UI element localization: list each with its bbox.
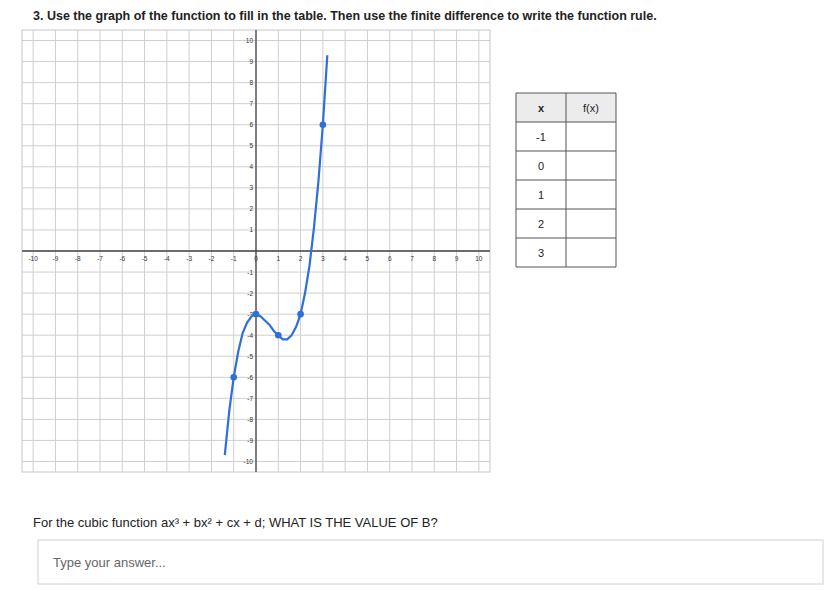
- x-tick-label: -1: [231, 255, 237, 262]
- x-tick-label: -4: [164, 255, 170, 262]
- point: [253, 311, 260, 318]
- x-tick-label: 7: [410, 255, 414, 262]
- x-tick-label: -8: [75, 255, 81, 262]
- y-tick-label: -4: [247, 332, 253, 339]
- table: x f(x) -1 0 1 2 3: [516, 93, 616, 267]
- table-cell: 3: [538, 247, 544, 259]
- worksheet: 3. Use the graph of the function to fill…: [0, 0, 825, 590]
- plot-frame: [22, 30, 490, 472]
- y-tick-label: -9: [247, 437, 253, 444]
- y-tick-label: -2: [247, 290, 253, 297]
- x-tick-label: 6: [388, 255, 392, 262]
- point: [320, 121, 327, 128]
- table-header: f(x): [583, 102, 599, 114]
- x-tick-label: -6: [119, 255, 125, 262]
- x-tick-label: -3: [186, 255, 192, 262]
- y-tick-label: 8: [249, 79, 253, 86]
- table-cell: -1: [536, 131, 546, 143]
- heading: 3. Use the graph of the function to fill…: [33, 9, 657, 23]
- x-tick-label: 2: [299, 255, 303, 262]
- y-axis: [255, 30, 256, 472]
- graph: -10-9-8-7-6-5-4-3-2-1012345678910-10-9-8…: [22, 30, 490, 472]
- x-tick-label: 3: [321, 255, 325, 262]
- x-tick-label: 8: [432, 255, 436, 262]
- y-tick-label: -6: [247, 374, 253, 381]
- y-tick-label: 9: [249, 58, 253, 65]
- x-tick-label: -5: [142, 255, 148, 262]
- table-rule: [616, 93, 617, 267]
- table-rule: [516, 93, 517, 267]
- x-tick-label: 0: [254, 255, 258, 262]
- y-tick-label: 2: [249, 205, 253, 212]
- table-cell: 2: [538, 218, 544, 230]
- y-tick-label: -1: [247, 269, 253, 276]
- table-cell: 1: [538, 189, 544, 201]
- x-tick-label: -2: [209, 255, 215, 262]
- table-rule: [566, 93, 567, 267]
- y-tick-label: -10: [244, 458, 254, 465]
- table-header: x: [538, 102, 545, 114]
- y-tick-label: 10: [246, 37, 254, 44]
- x-tick-label: 5: [366, 255, 370, 262]
- x-tick-label: -7: [97, 255, 103, 262]
- y-tick-label: 7: [249, 100, 253, 107]
- point: [275, 332, 282, 339]
- y-tick-label: -8: [247, 416, 253, 423]
- x-tick-label: 10: [475, 255, 483, 262]
- table-cell: 0: [538, 160, 544, 172]
- y-tick-label: -5: [247, 353, 253, 360]
- x-tick-label: 9: [455, 255, 459, 262]
- question: For the cubic function ax³ + bx² + cx + …: [33, 515, 438, 530]
- function-curve: [225, 55, 328, 455]
- y-tick-label: 5: [249, 142, 253, 149]
- x-tick-label: -9: [53, 255, 59, 262]
- y-tick-label: -7: [247, 395, 253, 402]
- answer-placeholder: Type your answer...: [53, 555, 166, 570]
- x-tick-label: 4: [343, 255, 347, 262]
- y-tick-label: 4: [249, 163, 253, 170]
- page: 3. Use the graph of the function to fill…: [0, 0, 825, 590]
- point: [230, 374, 237, 381]
- y-tick-label: 6: [249, 121, 253, 128]
- answer-box[interactable]: [38, 540, 823, 584]
- y-tick-label: 1: [249, 226, 253, 233]
- x-tick-label: -10: [28, 255, 38, 262]
- data-marks: [225, 55, 328, 455]
- y-tick-label: 3: [249, 184, 253, 191]
- point: [297, 311, 304, 318]
- grid-line-x: [256, 30, 257, 472]
- x-tick-label: 1: [276, 255, 280, 262]
